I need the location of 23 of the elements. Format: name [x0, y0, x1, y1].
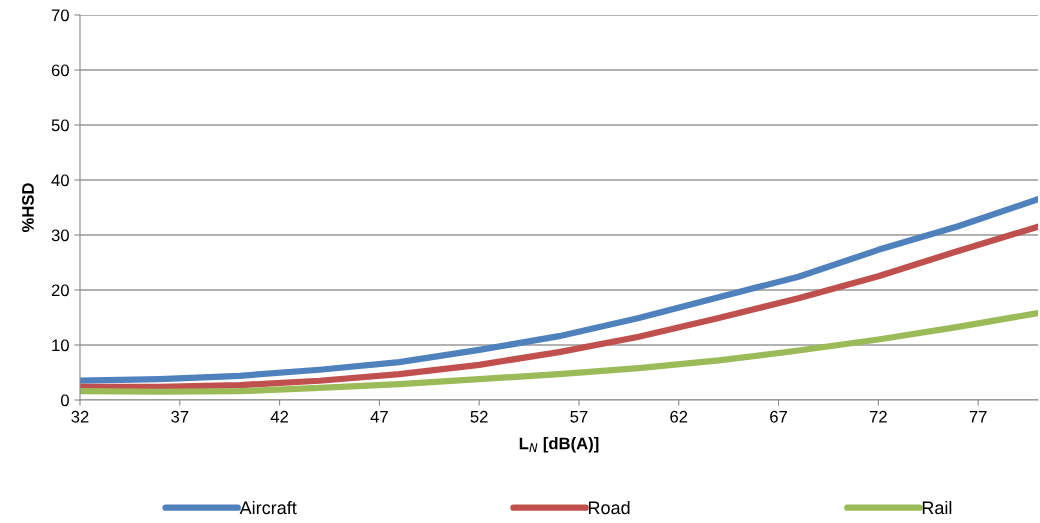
- x-tick-label: 72: [869, 410, 887, 423]
- x-tick-label: 67: [770, 410, 787, 423]
- x-tick-label: 62: [670, 410, 688, 423]
- legend-label: Rail: [922, 500, 952, 515]
- x-tick-label: 32: [71, 410, 89, 423]
- x-tick-label: 37: [171, 410, 189, 423]
- y-tick-label: 70: [51, 9, 69, 22]
- y-tick-label: 0: [60, 394, 69, 407]
- x-axis-title: L$_{N}$ [dB(A)]: [519, 437, 599, 453]
- y-tick-label: 40: [51, 174, 69, 187]
- y-tick-label: 60: [51, 64, 69, 77]
- y-axis-title: %HSD: [22, 183, 34, 233]
- x-tick-label: 52: [470, 410, 488, 423]
- y-tick-label: 50: [51, 119, 69, 132]
- legend-label: Aircraft: [239, 500, 297, 515]
- x-tick-label: 47: [370, 411, 388, 423]
- x-tick-label: 42: [270, 410, 289, 423]
- x-tick-label: 77: [969, 411, 987, 423]
- x-tick-label: 57: [570, 411, 588, 423]
- y-tick-label: 10: [52, 339, 69, 352]
- legend-label: Road: [588, 500, 630, 515]
- y-tick-label: 20: [51, 284, 69, 297]
- y-tick-label: 30: [51, 229, 69, 242]
